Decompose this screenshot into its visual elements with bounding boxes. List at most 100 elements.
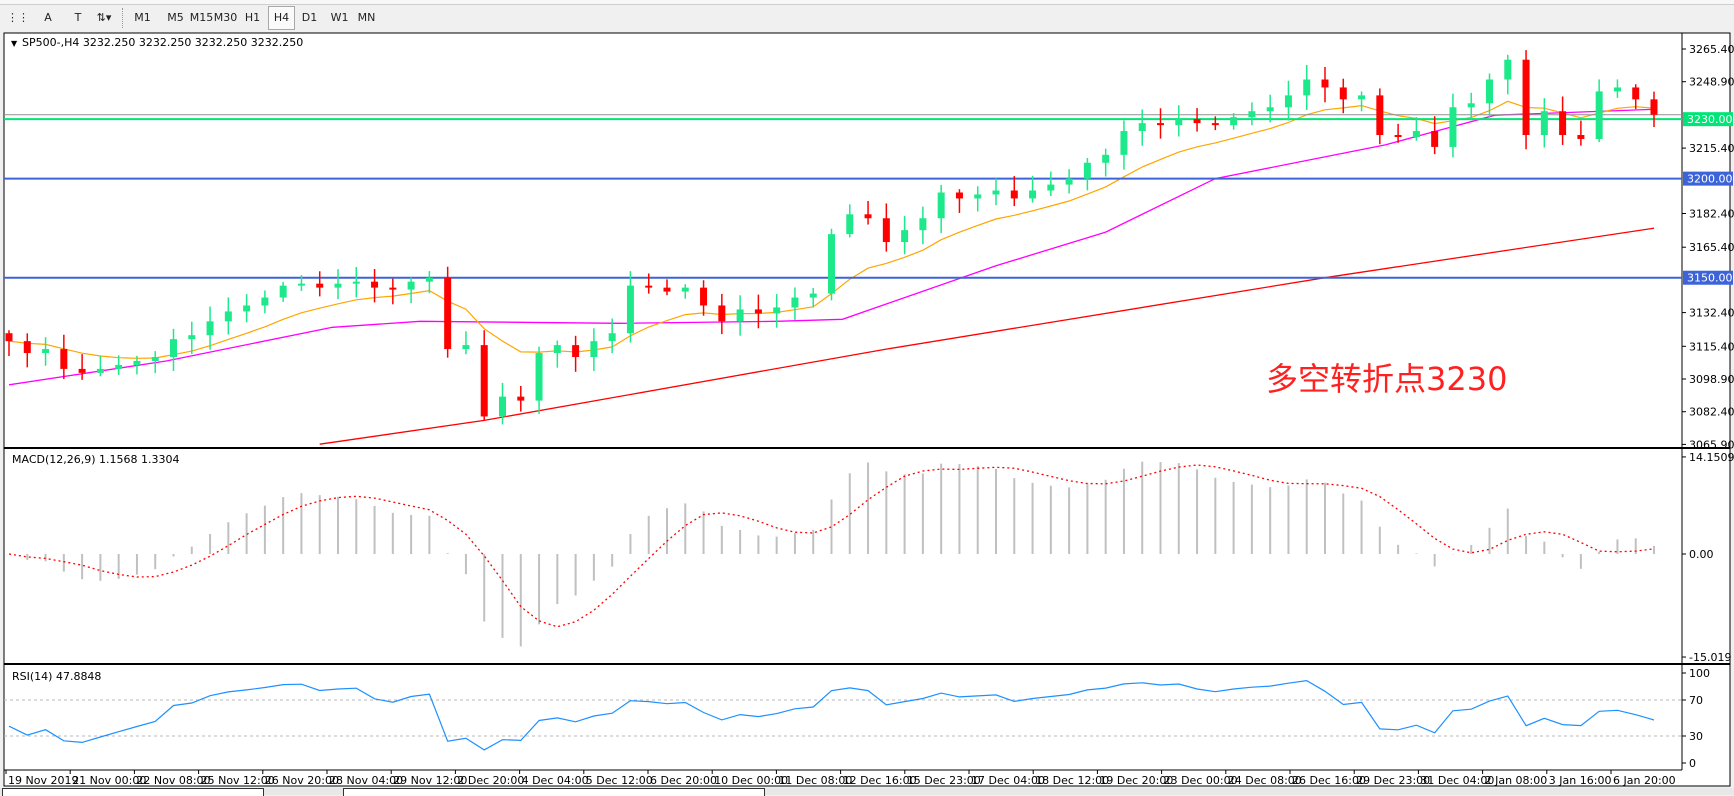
candle xyxy=(444,266,452,358)
candle xyxy=(133,355,141,375)
time-tick-label: 6 Jan 20:00 xyxy=(1613,774,1676,787)
timeframe-w1-button[interactable]: W1 xyxy=(330,11,349,24)
candle xyxy=(206,306,214,350)
chart-tab[interactable] xyxy=(343,788,765,796)
candle-body xyxy=(572,345,580,358)
candle xyxy=(718,293,726,335)
candle-body xyxy=(1175,119,1183,126)
candle xyxy=(1193,108,1201,132)
candle-body xyxy=(974,194,982,199)
chart-header: SP500-,H4 3232.250 3232.250 3232.250 323… xyxy=(22,36,303,49)
candle xyxy=(5,330,13,357)
timeframe-h1-button[interactable]: H1 xyxy=(244,11,261,24)
candle xyxy=(1303,64,1311,110)
timeframe-m30-button[interactable]: M30 xyxy=(213,11,238,24)
candle-body xyxy=(407,281,415,290)
level-label: 3150.000 xyxy=(1687,272,1734,285)
toolbar-separator xyxy=(122,8,125,28)
candle xyxy=(188,321,196,354)
candle-body xyxy=(645,285,653,288)
timeframe-mn-button[interactable]: MN xyxy=(357,11,376,24)
timeframe-m1-button[interactable]: M1 xyxy=(134,11,151,24)
candle-body xyxy=(1138,123,1146,132)
candle xyxy=(499,382,506,425)
candle-body xyxy=(480,345,488,417)
grid-properties-icon[interactable]: ⋮⋮ xyxy=(7,11,29,24)
candle-body xyxy=(1394,135,1402,138)
candle xyxy=(1449,93,1457,158)
time-tick-label: 25 Nov 12:00 xyxy=(201,774,275,787)
candle-body xyxy=(754,309,762,314)
candle xyxy=(828,228,835,301)
candle xyxy=(663,279,671,296)
time-tick-label: 29 Dec 23:00 xyxy=(1356,774,1430,787)
timeframe-h4-button[interactable]: H4 xyxy=(268,6,295,30)
candle-body xyxy=(535,353,543,401)
candle-body xyxy=(1522,59,1530,136)
candle-body xyxy=(1339,87,1347,100)
timeframe-m15-button[interactable]: M15 xyxy=(189,11,214,24)
candle xyxy=(809,288,817,308)
chart-window[interactable]: 3265.400 3248.900 3215.400 3182.400 3165.400… xyxy=(0,32,1734,788)
text-tool-icon[interactable]: A xyxy=(44,11,52,24)
candle xyxy=(60,334,68,380)
candle-body xyxy=(261,297,269,306)
candle xyxy=(425,271,433,294)
macd-pane[interactable]: 14.1509 0.00 -15.019 xyxy=(8,451,1734,664)
candle-body xyxy=(462,345,470,350)
candle xyxy=(1595,79,1603,143)
candle xyxy=(1065,169,1073,194)
time-tick-label: 26 Dec 16:00 xyxy=(1292,774,1366,787)
annotation-text: 多空转折点3230 xyxy=(1266,360,1507,398)
level-label: 3200.000 xyxy=(1687,173,1734,186)
time-tick-label: 12 Dec 16:00 xyxy=(843,774,917,787)
candle xyxy=(736,295,744,336)
candle xyxy=(754,294,762,329)
timeframe-m5-button[interactable]: M5 xyxy=(167,11,184,24)
candle xyxy=(1029,175,1037,203)
candle-body xyxy=(626,285,634,334)
candle xyxy=(42,337,50,366)
candle xyxy=(462,331,470,355)
candle xyxy=(937,184,945,234)
candle xyxy=(480,330,488,421)
time-tick-label: 23 Dec 00:00 xyxy=(1164,774,1238,787)
time-tick-label: 29 Nov 12:00 xyxy=(393,774,467,787)
ma-slow-line xyxy=(319,227,1655,445)
chart-tab[interactable] xyxy=(2,788,264,796)
candle-body xyxy=(663,287,671,292)
candle-body xyxy=(1467,103,1475,108)
candle-body xyxy=(791,297,799,308)
candle-body xyxy=(1303,79,1311,96)
candle-body xyxy=(590,341,598,358)
candle xyxy=(882,203,890,252)
level-label-bg xyxy=(1683,112,1733,127)
price-pane[interactable]: 3265.400 3248.900 3215.400 3182.400 3165.400… xyxy=(4,43,1734,451)
candle-body xyxy=(1230,117,1238,126)
candle xyxy=(1522,50,1530,150)
candle xyxy=(1540,98,1548,148)
text-label-tool-icon[interactable]: T xyxy=(74,11,82,24)
rsi-tick-label: 70 xyxy=(1689,694,1703,707)
candle xyxy=(1284,80,1292,121)
candle-body xyxy=(224,311,232,322)
candle-body xyxy=(1102,154,1110,163)
candle xyxy=(1321,67,1329,103)
candle xyxy=(23,333,31,368)
collapse-triangle-icon[interactable]: ▼ xyxy=(11,39,18,48)
candle xyxy=(352,267,360,298)
time-tick-label: 24 Dec 08:00 xyxy=(1228,774,1302,787)
candle xyxy=(1486,73,1493,118)
rsi-pane[interactable]: 100 70 30 0 xyxy=(4,667,1710,770)
candle xyxy=(1102,148,1110,177)
timeframe-d1-button[interactable]: D1 xyxy=(301,11,318,24)
candle xyxy=(1376,88,1384,145)
time-tick-label: 21 Nov 00:00 xyxy=(72,774,146,787)
candle xyxy=(992,178,1000,206)
candle-body xyxy=(517,396,525,401)
candle-body xyxy=(608,333,616,342)
candle-body xyxy=(1193,119,1201,124)
candle-body xyxy=(1577,135,1585,139)
candle-body xyxy=(5,333,13,342)
arrows-tool-icon[interactable]: ⇅▾ xyxy=(96,11,112,24)
